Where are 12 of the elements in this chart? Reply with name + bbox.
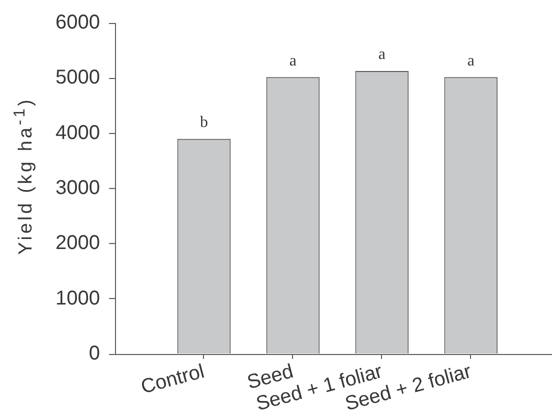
annotation: a — [289, 52, 297, 70]
y-tick-label: 5000 — [56, 66, 100, 89]
annotation: b — [200, 114, 208, 132]
y-tick-label: 0 — [88, 342, 100, 365]
y-tick-label: 4000 — [56, 122, 100, 144]
y-tick-label: 1000 — [56, 287, 100, 310]
annotation: a — [467, 52, 474, 70]
x-tick-label: Control — [138, 360, 207, 398]
y-tick-label: 6000 — [56, 12, 100, 34]
y-tick-label: 3000 — [56, 177, 100, 200]
annotation: a — [378, 46, 386, 64]
y-tick-label: 2000 — [56, 232, 100, 254]
